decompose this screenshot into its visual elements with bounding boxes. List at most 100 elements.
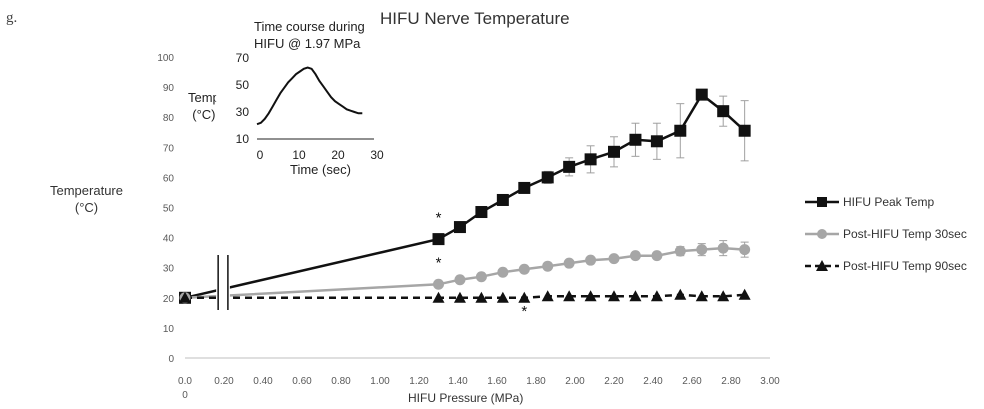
x-tick-label: 1.40 [448, 376, 468, 387]
data-point-peak [584, 153, 597, 166]
data-point-90sec [475, 291, 488, 303]
y-tick-label: 0 [168, 354, 174, 365]
x-tick-label: 1.80 [526, 376, 546, 387]
x-tick-label: 0.0 [178, 376, 192, 387]
inset-title: Time course during HIFU @ 1.97 MPa [254, 18, 365, 52]
x-tick-label: 2.80 [721, 376, 741, 387]
data-point-30sec [542, 260, 554, 272]
data-point-30sec [717, 242, 729, 254]
data-point-30sec [585, 254, 597, 266]
y-tick-label: 90 [163, 83, 175, 94]
series-line-2 [184, 246, 745, 300]
inset-y-axis-label: Temp (°C) [188, 89, 220, 123]
significance-star: * [436, 255, 442, 272]
data-point-90sec [584, 290, 597, 302]
data-point-peak [650, 135, 663, 148]
data-point-30sec [608, 253, 620, 265]
series-line-3 [185, 293, 745, 300]
significance-star: * [436, 210, 442, 227]
data-point-30sec [497, 266, 509, 278]
x-tick-label: 1.00 [370, 376, 390, 387]
y-tick-label: 50 [163, 204, 175, 215]
data-point-peak [541, 171, 554, 184]
data-point-90sec [563, 290, 576, 302]
inset-title-line1: Time course during [254, 19, 365, 34]
legend-swatch-30sec [805, 229, 839, 239]
y-tick-label: 60 [163, 173, 175, 184]
data-point-peak [717, 105, 730, 118]
x-tick-label: 1.20 [409, 376, 429, 387]
legend-label-peak: HIFU Peak Temp [843, 195, 935, 209]
x-tick-label: 2.20 [604, 376, 624, 387]
x-tick-label: 0.20 [214, 376, 234, 387]
data-point-90sec [541, 290, 554, 302]
y-tick-label: 70 [163, 143, 175, 154]
data-point-peak [629, 133, 642, 146]
inset-y-axis-label-text: Temp [188, 90, 220, 105]
data-point-peak [496, 193, 509, 206]
legend-label-90sec: Post-HIFU Temp 90sec [843, 259, 967, 273]
y-tick-label: 100 [157, 53, 174, 64]
data-point-30sec [739, 244, 751, 256]
data-point-30sec [475, 271, 487, 283]
data-point-30sec [651, 250, 663, 262]
data-point-30sec [454, 274, 466, 286]
data-point-30sec [629, 250, 641, 262]
chart-title: HIFU Nerve Temperature [380, 9, 570, 28]
legend-item-peak: HIFU Peak Temp [805, 193, 967, 211]
data-point-90sec [738, 288, 751, 300]
x-tick-label: 0.60 [292, 376, 312, 387]
panel-letter: g. [6, 10, 18, 26]
y-axis-label: Temperature (°C) [50, 182, 123, 216]
legend-swatch-90sec [805, 260, 839, 271]
inset-y-tick-label: 50 [236, 78, 250, 92]
data-point-peak [738, 124, 751, 137]
data-point-30sec [518, 263, 530, 275]
data-point-peak [453, 221, 466, 234]
data-point-peak [563, 160, 576, 173]
data-point-peak [475, 206, 488, 219]
x-tick-label: 0 [182, 390, 188, 401]
x-tick-label: 0.80 [331, 376, 351, 387]
y-axis-label-unit: (°C) [74, 200, 99, 215]
y-tick-label: 40 [163, 234, 175, 245]
legend-label-30sec: Post-HIFU Temp 30sec [843, 227, 967, 241]
data-point-90sec [179, 291, 191, 303]
series-line-1 [184, 92, 746, 300]
data-point-30sec [696, 244, 708, 256]
x-tick-label: 0.40 [253, 376, 273, 387]
inset-y-axis-label-unit: (°C) [192, 107, 216, 122]
inset-x-axis-label: Time (sec) [290, 162, 351, 177]
inset-x-tick-label: 10 [292, 148, 306, 162]
inset-x-tick-label: 20 [331, 148, 345, 162]
data-point-90sec [650, 290, 663, 302]
y-tick-label: 30 [163, 264, 175, 275]
y-tick-label: 80 [163, 113, 175, 124]
data-point-90sec [674, 288, 687, 300]
y-axis-label-text: Temperature [50, 183, 123, 198]
data-point-30sec [674, 245, 686, 257]
data-point-30sec [563, 257, 575, 269]
data-point-90sec [518, 291, 531, 303]
y-tick-label: 10 [163, 324, 175, 335]
inset-series-line [256, 66, 363, 126]
data-point-90sec [432, 291, 445, 303]
data-point-90sec [496, 291, 509, 303]
data-point-90sec [717, 290, 730, 302]
x-tick-label: 2.40 [643, 376, 663, 387]
data-point-peak [695, 88, 708, 101]
legend: HIFU Peak Temp Post-HIFU Temp 30sec Post… [805, 193, 967, 289]
inset-title-line2: HIFU @ 1.97 MPa [254, 36, 361, 51]
x-tick-label: 1.60 [487, 376, 507, 387]
x-tick-label: 3.00 [760, 376, 780, 387]
legend-swatch-peak [805, 197, 839, 207]
data-point-90sec [453, 291, 466, 303]
data-point-peak [608, 145, 620, 158]
data-point-90sec [629, 290, 642, 302]
significance-star: * [521, 303, 527, 320]
axis-break-gap [216, 57, 230, 356]
legend-item-30sec: Post-HIFU Temp 30sec [805, 225, 967, 243]
inset-y-tick-label: 70 [236, 51, 250, 65]
x-tick-label: 2.00 [565, 376, 585, 387]
